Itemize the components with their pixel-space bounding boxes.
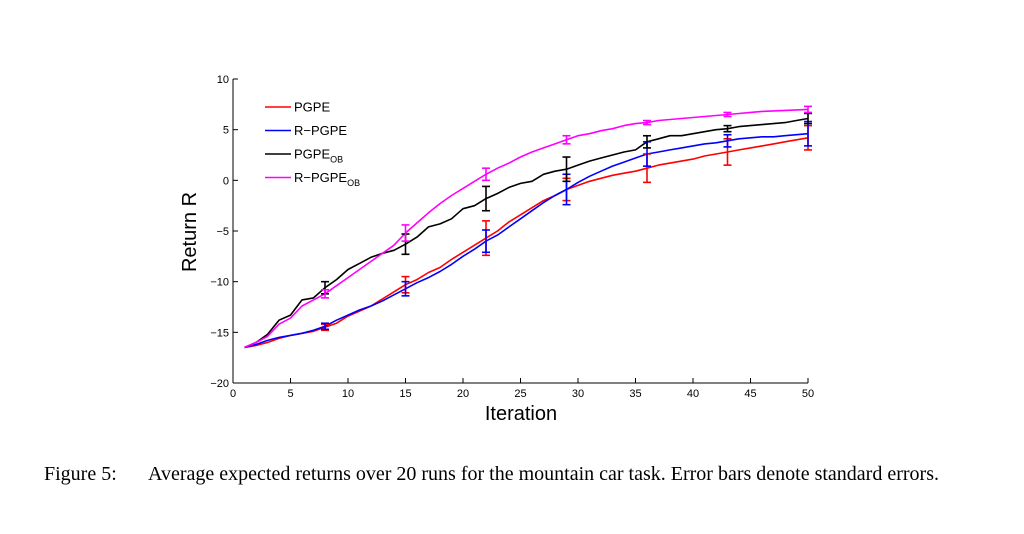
x-tick-label: 20 [457, 388, 469, 400]
figure-caption: Figure 5: Average expected returns over … [44, 460, 989, 488]
series-line-r-pgpe [244, 132, 809, 349]
legend-label-subscript: OB [347, 178, 360, 188]
y-tick-label: −5 [216, 226, 229, 238]
y-tick-label: −20 [210, 378, 229, 390]
x-tick-label: 30 [572, 388, 584, 400]
y-tick-label: −10 [210, 277, 229, 289]
caption-number: Figure 5: [44, 463, 117, 485]
legend-label-subscript: OB [330, 155, 343, 165]
series-layer [244, 105, 812, 349]
y-tick-label: 5 [223, 125, 229, 137]
x-tick-label: 5 [287, 388, 293, 400]
x-tick-label: 15 [399, 388, 411, 400]
errorbars-r-pgpe-ob [321, 105, 812, 299]
errorbars-pgpe-ob [321, 112, 812, 295]
x-tick-label: 0 [230, 388, 236, 400]
legend-label: R−PGPE [294, 123, 347, 138]
y-tick-label: −15 [210, 327, 229, 339]
axes-layer: −20 −15 −10 −5 0 5 10 0 5 10 15 20 25 30 35 40 45 50 [210, 74, 814, 400]
legend-label: PGPEOB [294, 147, 343, 165]
series-line-pgpe [244, 137, 809, 349]
y-tick-label: 10 [217, 74, 229, 86]
legend-label: PGPE [294, 100, 330, 115]
legend: PGPE R−PGPE PGPEOB R−PGPEOB [265, 100, 360, 188]
y-tick-label: 0 [223, 175, 229, 187]
x-axis-label: Iteration [485, 403, 557, 425]
x-tick-label: 45 [744, 388, 756, 400]
x-tick-label: 35 [629, 388, 641, 400]
x-tick-label: 40 [687, 388, 699, 400]
y-axis-label: Return R [179, 192, 201, 272]
caption-text: Average expected returns over 20 runs fo… [148, 463, 939, 485]
x-tick-label: 25 [514, 388, 526, 400]
errorbars-r-pgpe [321, 120, 812, 331]
x-tick-label: 10 [342, 388, 354, 400]
series-line-pgpe-ob [244, 117, 809, 349]
series-line-r-pgpe-ob [244, 108, 809, 349]
x-tick-label: 50 [802, 388, 814, 400]
legend-label: R−PGPEOB [294, 170, 360, 188]
chart: −20 −15 −10 −5 0 5 10 0 5 10 15 20 25 30 35 40 45 50 Retu… [179, 74, 814, 425]
